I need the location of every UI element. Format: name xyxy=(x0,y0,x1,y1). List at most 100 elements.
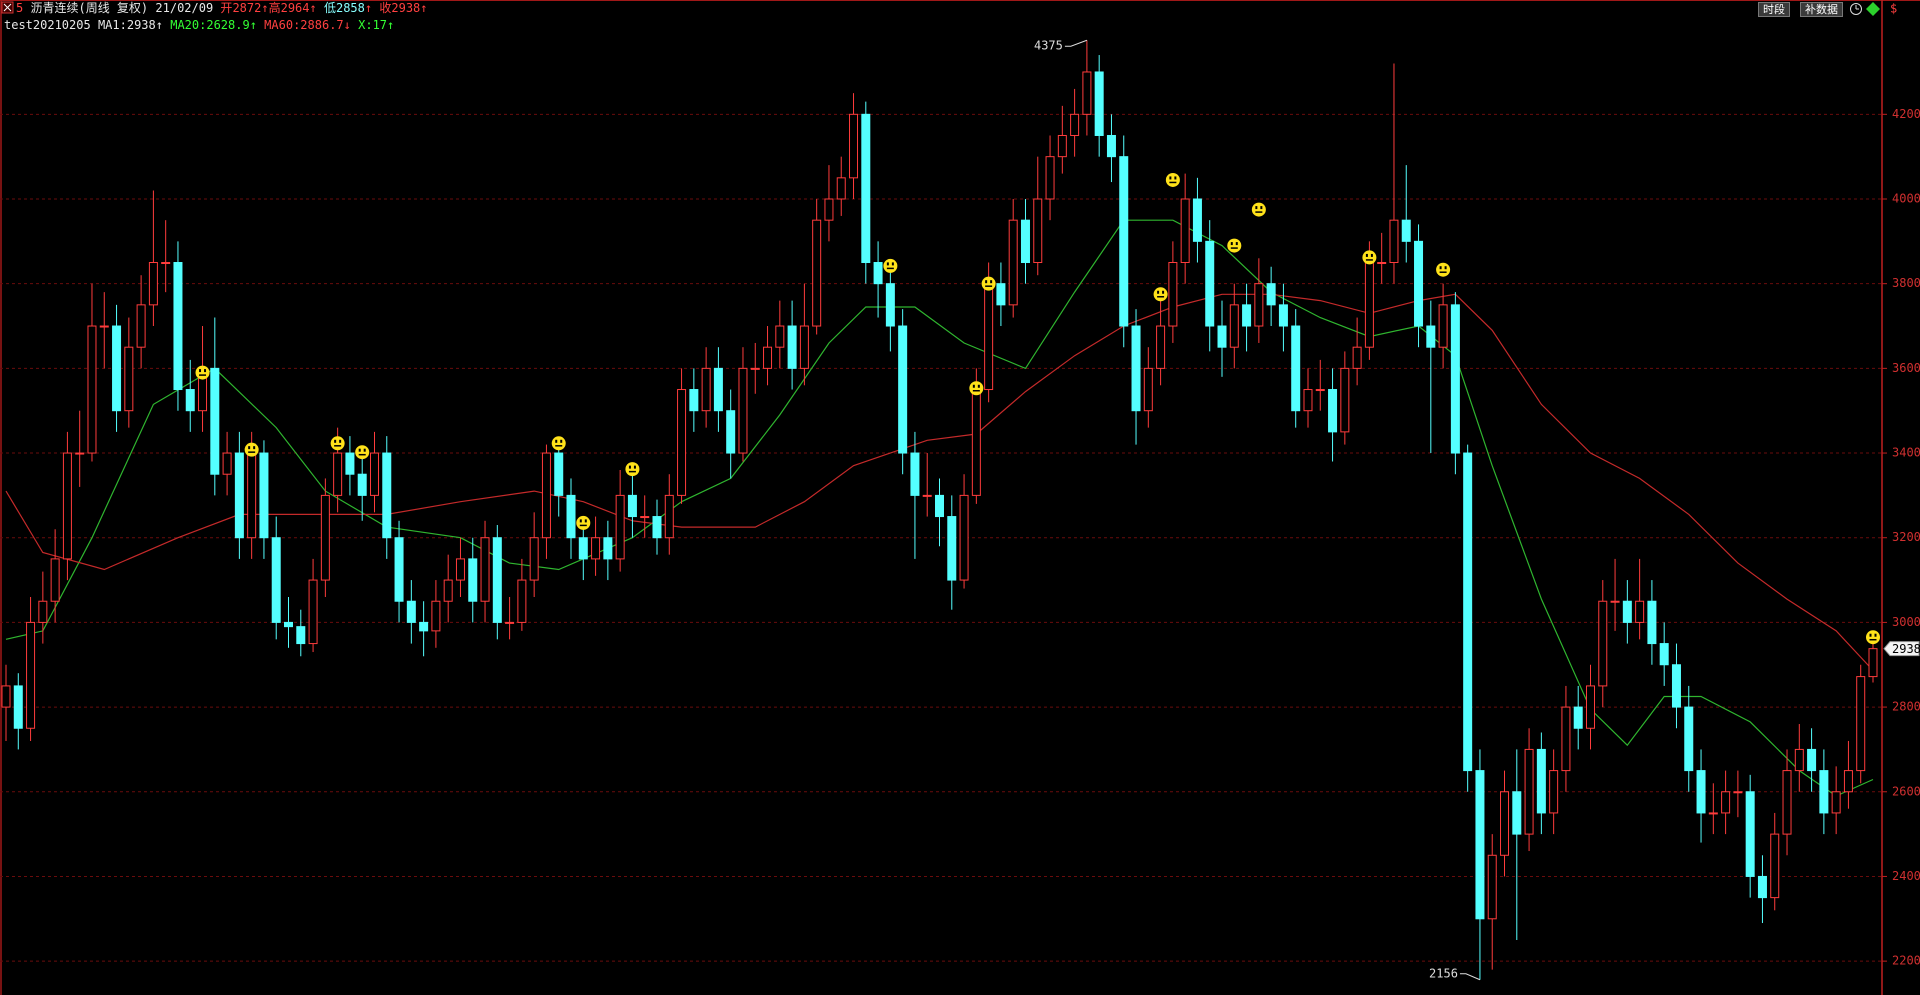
header-indicators: test20210205 MA1:2938↑ MA20:2628.9↑ MA60… xyxy=(4,18,394,32)
candle-body xyxy=(345,452,355,475)
candle-body xyxy=(1070,113,1080,136)
candle-body xyxy=(382,452,392,539)
candle-body xyxy=(824,198,834,221)
candle-body xyxy=(799,325,809,369)
candle-body xyxy=(1708,812,1718,815)
candle-body xyxy=(1328,389,1338,433)
candle-body xyxy=(369,452,379,496)
candle-body xyxy=(529,537,539,581)
candle-body xyxy=(1217,325,1227,348)
signal-eye xyxy=(891,262,894,266)
quote-trend: ↑ xyxy=(261,1,269,15)
signal-face xyxy=(576,515,591,530)
candle-body xyxy=(247,452,257,539)
signal-marker xyxy=(1251,202,1266,217)
signal-eye xyxy=(1444,266,1447,270)
signal-marker xyxy=(195,365,210,380)
signal-marker xyxy=(551,436,566,451)
candle-body xyxy=(566,494,576,539)
quote-open: 开2872↑ xyxy=(220,1,268,15)
legend-value: 17 xyxy=(372,18,388,32)
candle-body xyxy=(1242,304,1252,327)
candle-body xyxy=(112,325,122,412)
candle-body xyxy=(615,494,625,560)
candle-body xyxy=(984,283,994,391)
currency-icon[interactable]: $ xyxy=(1890,2,1897,16)
candle-body xyxy=(148,262,158,306)
candle-body xyxy=(1843,770,1853,793)
ma-line xyxy=(5,293,1874,671)
candle-body xyxy=(1143,367,1153,412)
price-tag-label: 2938 xyxy=(1892,642,1920,656)
candle-body xyxy=(1205,240,1215,327)
y-tick-label: 3600 xyxy=(1892,361,1920,375)
candle-body xyxy=(1192,198,1202,242)
candle-body xyxy=(1475,770,1485,920)
ma-line xyxy=(5,219,1874,797)
candle-body xyxy=(1635,600,1645,623)
candle-body xyxy=(1303,389,1313,412)
signal-eye xyxy=(1874,633,1877,637)
signal-marker xyxy=(1362,250,1377,265)
candle-body xyxy=(308,579,318,645)
annotation: 2156 xyxy=(1429,966,1458,980)
signal-face xyxy=(195,365,210,380)
candle-body xyxy=(1291,325,1301,412)
y-tick-label: 3400 xyxy=(1892,446,1920,460)
signal-eye xyxy=(363,448,366,452)
candle-body xyxy=(713,367,723,412)
candle-body xyxy=(1450,304,1460,454)
candle-body xyxy=(1377,262,1387,265)
y-tick-label: 4000 xyxy=(1892,192,1920,206)
candle-body xyxy=(1770,833,1780,899)
signal-marker xyxy=(1165,172,1180,187)
signal-eye xyxy=(253,446,256,450)
candle-body xyxy=(959,494,969,581)
candle-body xyxy=(812,219,822,327)
candle-body xyxy=(787,325,797,369)
signal-face xyxy=(1866,630,1880,645)
button[interactable]: 时段 xyxy=(1758,2,1790,17)
candle-body xyxy=(1057,134,1067,158)
quote-label: 开 xyxy=(220,1,233,15)
quote-value: 2938 xyxy=(391,1,421,15)
price-tag xyxy=(1883,641,1920,657)
candle-body xyxy=(1512,791,1522,835)
candle-body xyxy=(1180,198,1190,264)
candle-body xyxy=(124,346,134,412)
diamond-icon[interactable] xyxy=(1866,2,1880,16)
signal-marker xyxy=(1436,262,1451,277)
annotation: 4375 xyxy=(1034,39,1063,53)
candle-body xyxy=(640,516,650,519)
legend-value: 2628.9 xyxy=(206,18,250,32)
candle-body xyxy=(1598,600,1608,687)
signal-eye xyxy=(584,519,587,523)
candle-body xyxy=(1536,748,1546,814)
quote-label: 低 xyxy=(323,1,336,15)
candle-body xyxy=(1438,304,1448,348)
legend-trend: ↑ xyxy=(387,18,395,32)
button[interactable]: 补数据 xyxy=(1800,2,1843,17)
candle-body xyxy=(271,537,281,623)
candle-body xyxy=(652,516,662,539)
candle-body xyxy=(75,452,85,455)
quote-value: 2872 xyxy=(232,1,262,15)
signal-marker xyxy=(625,462,640,477)
signal-face xyxy=(330,436,345,451)
candle-body xyxy=(1364,262,1374,348)
quote-trend: ↑ xyxy=(309,1,317,15)
signal-eye xyxy=(204,369,207,373)
signal-eye xyxy=(886,262,889,266)
candle-body xyxy=(394,537,404,602)
clock-icon[interactable] xyxy=(1850,3,1862,15)
signal-eye xyxy=(1365,253,1368,257)
ma60-legend: MA60:2886.7↓ xyxy=(264,18,351,32)
quote-high: 高2964↑ xyxy=(269,1,317,15)
signal-eye xyxy=(1169,176,1172,180)
candle-body xyxy=(1757,875,1767,899)
y-tick-label: 3200 xyxy=(1892,530,1920,544)
candle-body xyxy=(136,304,146,348)
y-tick-label: 3800 xyxy=(1892,276,1920,290)
